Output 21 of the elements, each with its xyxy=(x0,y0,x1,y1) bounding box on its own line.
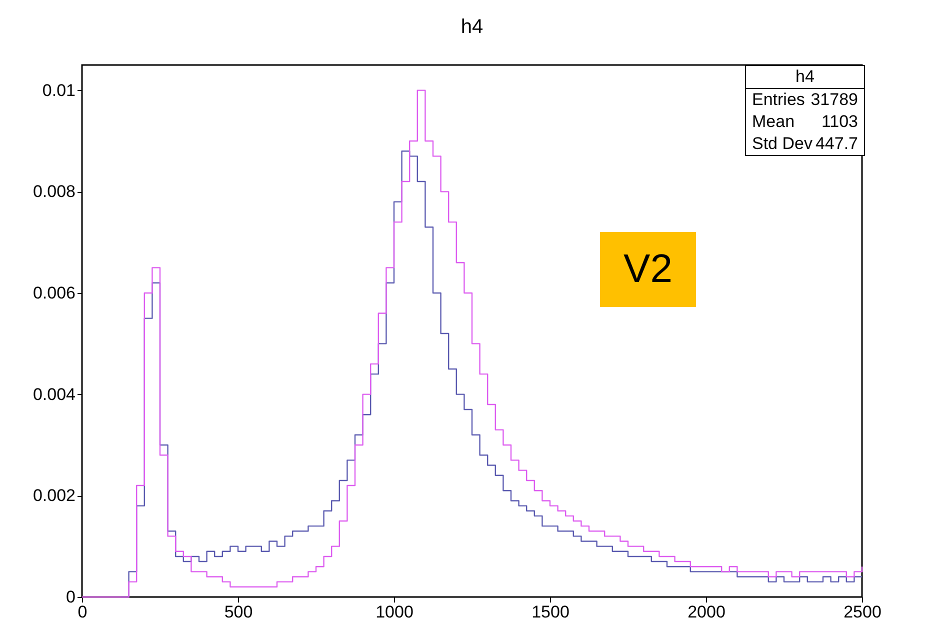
annotation: 1103 xyxy=(821,112,858,132)
y-tick-label: 0.01 xyxy=(42,80,76,100)
x-tick-label: 2000 xyxy=(688,602,726,622)
annotation: 31789 xyxy=(810,90,858,110)
annotation: h4 xyxy=(746,66,864,89)
annotation: V2 xyxy=(600,232,696,307)
x-tick-label: 1000 xyxy=(376,602,414,622)
annotation: 447.7 xyxy=(815,134,858,154)
chart-title: h4 xyxy=(460,16,484,38)
y-tick-label: 0.006 xyxy=(32,284,76,302)
annotation: Mean xyxy=(752,112,795,132)
annotation: Entries xyxy=(752,90,805,110)
annotation: Std Dev xyxy=(752,134,812,154)
y-tick-label: 0.008 xyxy=(32,182,76,202)
x-tick-label: 2500 xyxy=(844,602,882,622)
x-tick-label: 0 xyxy=(78,602,88,622)
x-tick-label: 500 xyxy=(224,602,253,622)
y-tick-label: 0.004 xyxy=(32,384,76,404)
y-tick-label: 0 xyxy=(66,588,76,606)
x-tick-label: 1500 xyxy=(532,602,570,622)
y-tick-label: 0.002 xyxy=(32,486,76,506)
